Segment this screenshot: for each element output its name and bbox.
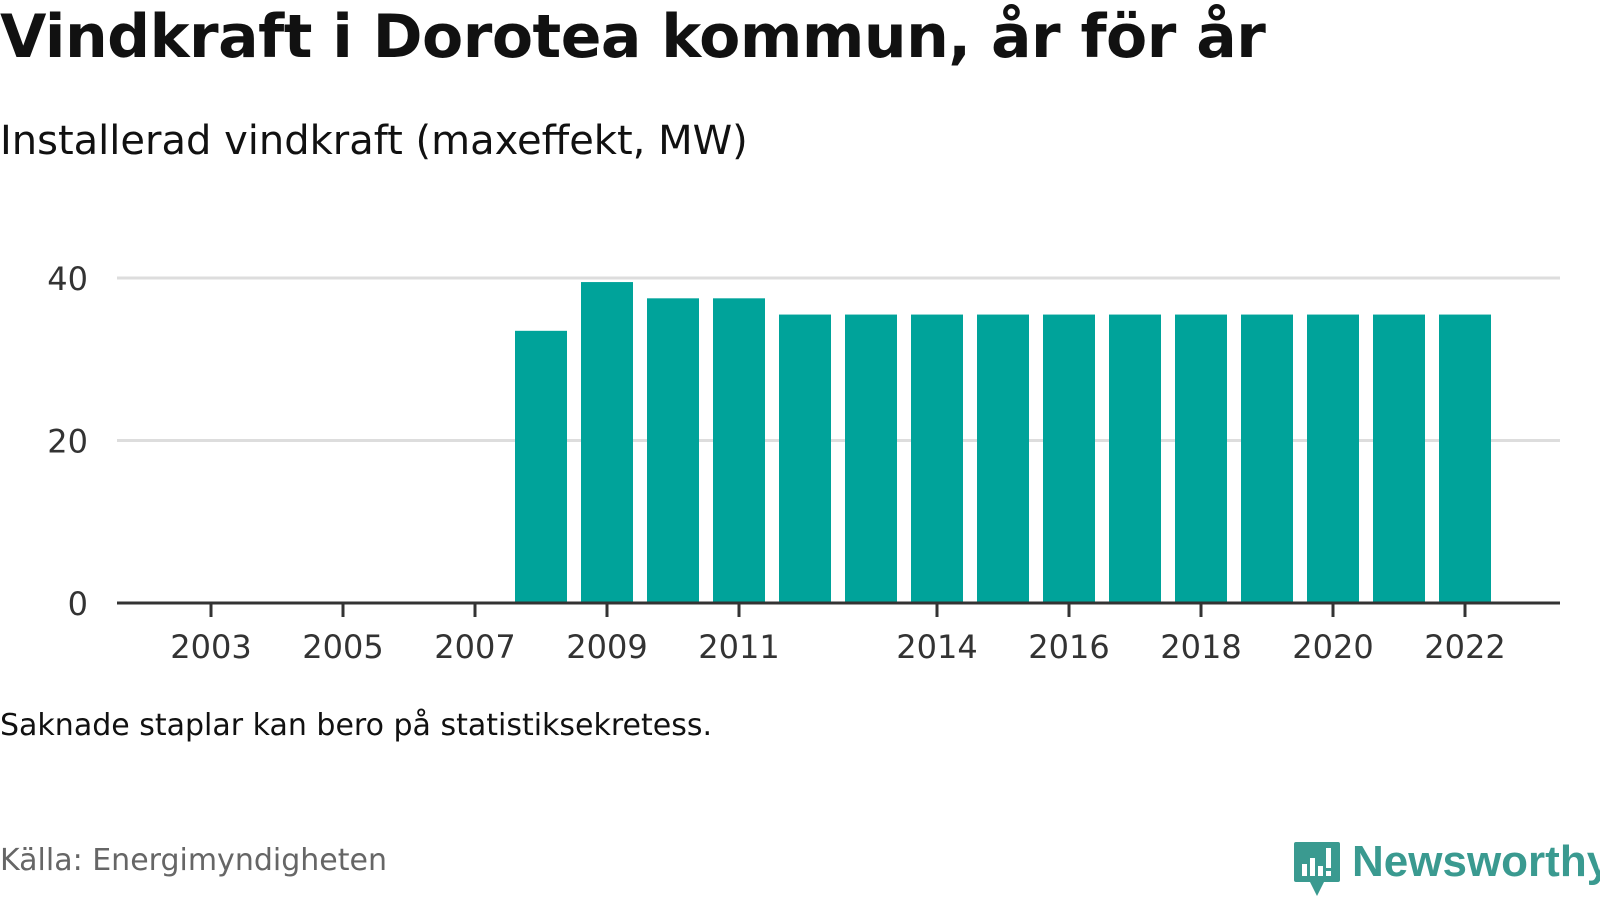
brand-name: Newsworthy <box>1352 837 1600 886</box>
bar-2015 <box>977 314 1029 603</box>
x-tick-label: 2003 <box>170 628 251 666</box>
y-tick-label: 0 <box>68 585 88 623</box>
x-tick-label: 2014 <box>896 628 977 666</box>
bar-2010 <box>647 298 699 603</box>
axes <box>117 601 1560 617</box>
bar-2012 <box>779 314 831 603</box>
tick-labels: 0 20 40 2003 2005 2007 2009 2011 2014 2016 2018 202… <box>47 260 1505 666</box>
x-tick-label: 2005 <box>302 628 383 666</box>
y-tick-label: 20 <box>47 423 88 461</box>
chart-title: Vindkraft i Dorotea kommun, år för år <box>0 2 1266 72</box>
x-tick-label: 2011 <box>698 628 779 666</box>
brand-logo: Newsworthy <box>1292 840 1600 900</box>
newsworthy-logo-icon <box>1294 842 1340 896</box>
x-tick-label: 2009 <box>566 628 647 666</box>
bar-2016 <box>1043 314 1095 603</box>
bar-2022 <box>1439 314 1491 603</box>
bar-2021 <box>1373 314 1425 603</box>
bar-2008 <box>515 330 567 603</box>
chart-subtitle: Installerad vindkraft (maxeffekt, MW) <box>0 118 748 164</box>
source-credit: Källa: Energimyndigheten <box>0 843 387 878</box>
chart-note: Saknade staplar kan bero på statistiksek… <box>0 708 713 743</box>
bar-2011 <box>713 298 765 603</box>
x-tick-label: 2007 <box>434 628 515 666</box>
bar-2013 <box>845 314 897 603</box>
x-tick-label: 2020 <box>1292 628 1373 666</box>
bars <box>515 282 1491 603</box>
x-tick-label: 2016 <box>1028 628 1109 666</box>
y-tick-label: 40 <box>47 260 88 298</box>
x-tick-label: 2022 <box>1424 628 1505 666</box>
bar-2017 <box>1109 314 1161 603</box>
bar-2014 <box>911 314 963 603</box>
bar-chart: 0 20 40 2003 2005 2007 2009 2011 2014 2016 2018 202… <box>47 260 1560 666</box>
bar-2018 <box>1175 314 1227 603</box>
x-tick-label: 2018 <box>1160 628 1241 666</box>
bar-2019 <box>1241 314 1293 603</box>
bar-2009 <box>581 282 633 603</box>
bar-2020 <box>1307 314 1359 603</box>
